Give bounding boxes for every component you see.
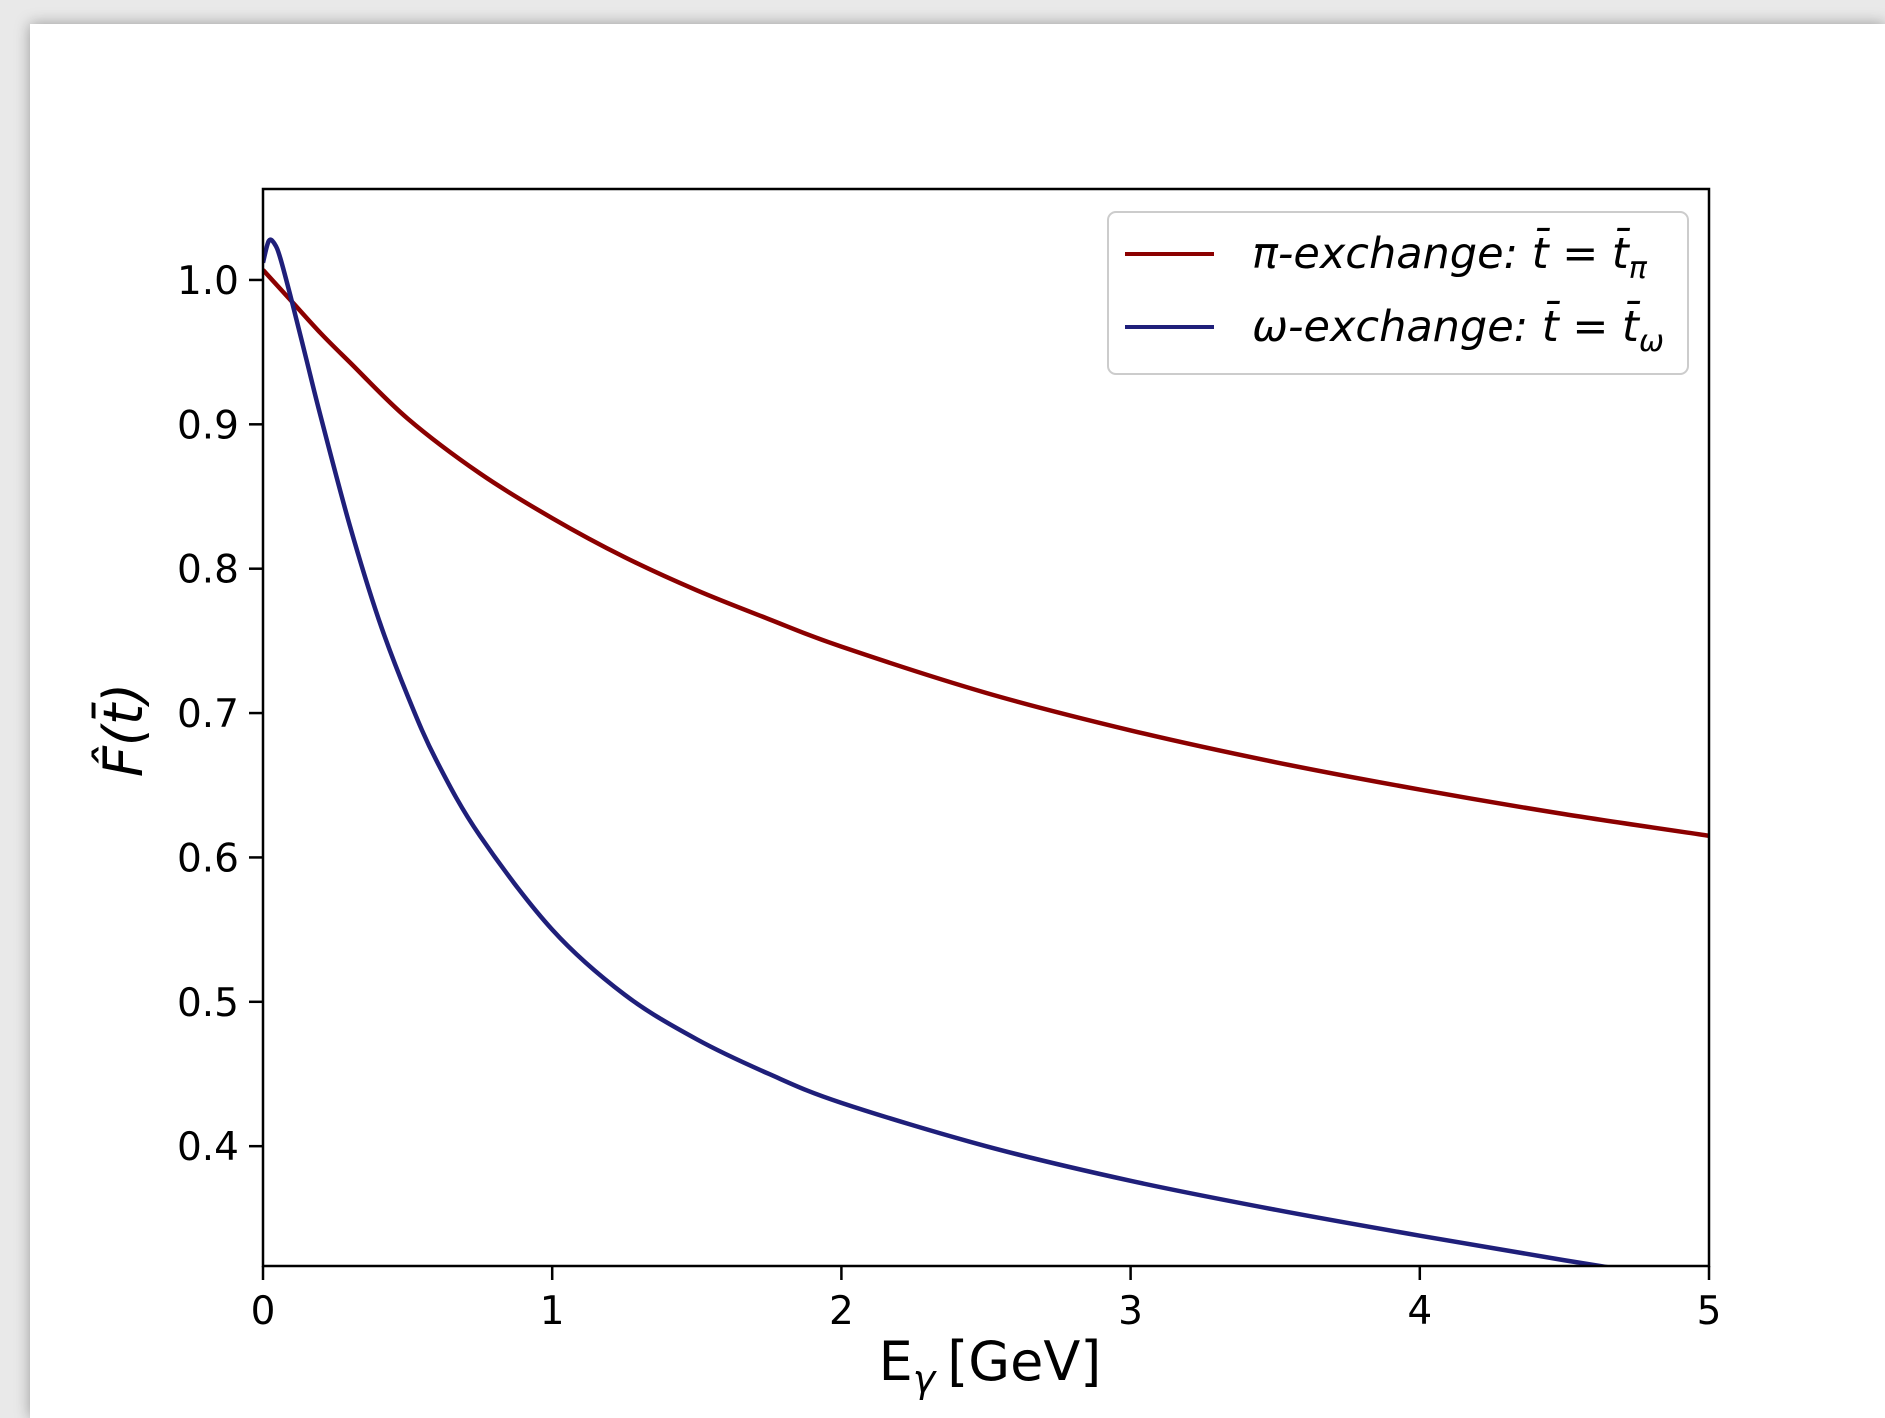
x-tick-label: 5 [1697,1289,1722,1334]
y-tick-label: 0.9 [177,403,239,448]
series-line-omega-exchange [263,237,1615,1266]
y-axis-title: F̂(t̄) [92,683,155,777]
x-tick-label: 2 [829,1289,854,1334]
y-tick-label: 0.5 [177,981,239,1026]
y-axis: 0.4 0.5 0.6 0.7 0.8 0.9 1.0 [177,259,263,1170]
line-chart: 0 1 2 3 4 5 0.4 0.5 0.6 0.7 0.8 0.9 1.0 Eγ [GeV] F̂(… [92,187,1722,1401]
x-tick-label: 3 [1118,1289,1143,1334]
x-tick-label: 0 [251,1289,276,1334]
x-tick-label: 4 [1407,1289,1432,1334]
legend-label-pi: π-exchange: t̄ = t̄π [1252,227,1648,286]
y-tick-label: 0.6 [177,836,239,881]
legend: π-exchange: t̄ = t̄π ω-exchange: t̄ = t̄… [1107,211,1689,375]
x-axis-title: Eγ [GeV] [879,1330,1102,1401]
figure-card: 0 1 2 3 4 5 0.4 0.5 0.6 0.7 0.8 0.9 1.0 Eγ [GeV] F̂(… [30,24,1885,1418]
series-layer [263,237,1709,1266]
y-tick-label: 0.8 [177,548,239,593]
x-tick-label: 1 [540,1289,565,1334]
y-tick-label: 0.4 [177,1125,239,1170]
plot-frame [261,187,1711,1268]
y-tick-label: 0.7 [177,692,239,737]
legend-label-omega: ω-exchange: t̄ = t̄ω [1252,300,1664,359]
legend-box [1107,211,1689,375]
x-axis: 0 1 2 3 4 5 [251,1266,1722,1334]
y-tick-label: 1.0 [177,259,239,304]
series-line-pi-exchange [263,268,1709,839]
